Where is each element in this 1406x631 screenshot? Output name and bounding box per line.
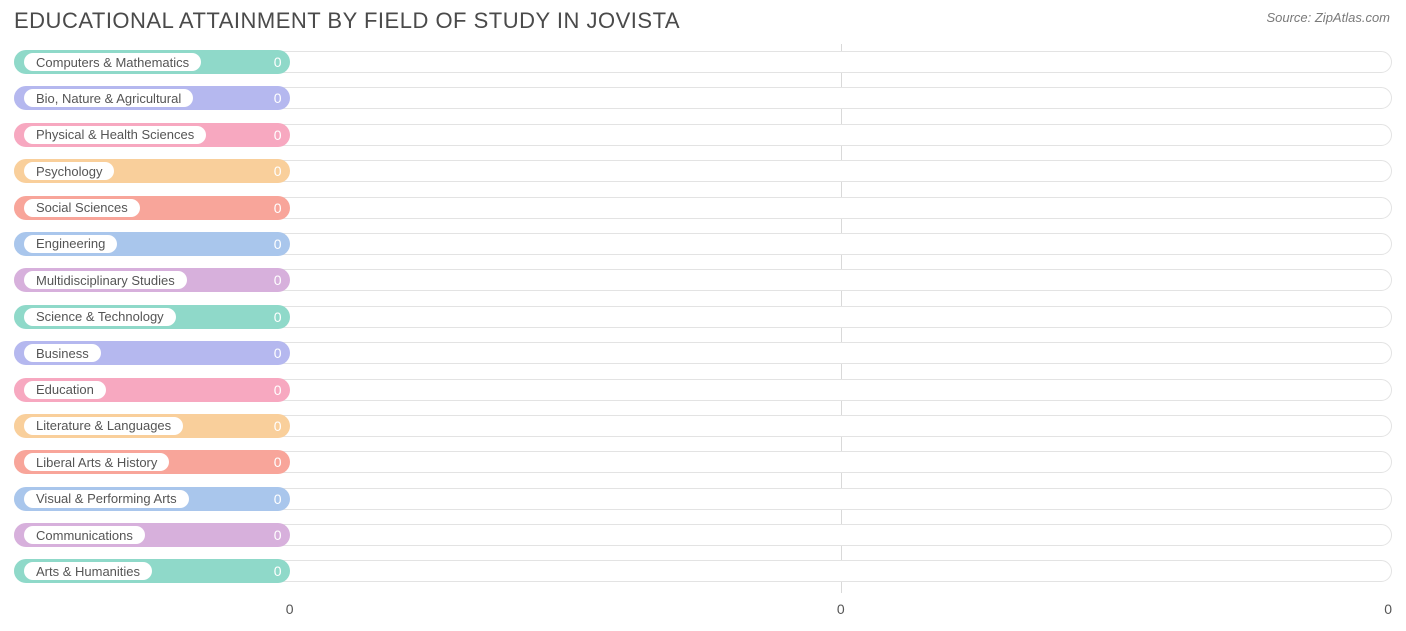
bar-value: 0 <box>274 196 282 220</box>
bar-value: 0 <box>274 50 282 74</box>
bar: Visual & Performing Arts 0 <box>14 487 290 511</box>
bar-label: Visual & Performing Arts <box>24 490 189 508</box>
bar-row: Bio, Nature & Agricultural 0 <box>14 80 1392 114</box>
chart-container: EDUCATIONAL ATTAINMENT BY FIELD OF STUDY… <box>0 0 1406 631</box>
bar-value: 0 <box>274 559 282 583</box>
bar-row: Multidisciplinary Studies 0 <box>14 262 1392 296</box>
bar: Multidisciplinary Studies 0 <box>14 268 290 292</box>
bar: Social Sciences 0 <box>14 196 290 220</box>
bar-label: Multidisciplinary Studies <box>24 271 187 289</box>
x-tick: 0 <box>1384 601 1392 617</box>
bar-label: Science & Technology <box>24 308 176 326</box>
bar-value: 0 <box>274 450 282 474</box>
bar-value: 0 <box>274 414 282 438</box>
bar-row: Science & Technology 0 <box>14 299 1392 333</box>
bar-label: Bio, Nature & Agricultural <box>24 89 193 107</box>
bar-row: Social Sciences 0 <box>14 190 1392 224</box>
bar-value: 0 <box>274 487 282 511</box>
bar-value: 0 <box>274 232 282 256</box>
bar: Psychology 0 <box>14 159 290 183</box>
bar-label: Literature & Languages <box>24 417 183 435</box>
bar-value: 0 <box>274 341 282 365</box>
bar-label: Psychology <box>24 162 114 180</box>
chart-source: Source: ZipAtlas.com <box>1266 10 1390 25</box>
bar-label: Engineering <box>24 235 117 253</box>
bar-row: Arts & Humanities 0 <box>14 553 1392 587</box>
bar: Bio, Nature & Agricultural 0 <box>14 86 290 110</box>
bar-value: 0 <box>274 159 282 183</box>
bar: Engineering 0 <box>14 232 290 256</box>
bar-row: Visual & Performing Arts 0 <box>14 481 1392 515</box>
bar-label: Physical & Health Sciences <box>24 126 206 144</box>
bar: Communications 0 <box>14 523 290 547</box>
x-axis: 0 0 0 <box>14 601 1392 621</box>
plot-area: Computers & Mathematics0Bio, Nature & Ag… <box>14 44 1392 593</box>
bar-value: 0 <box>274 86 282 110</box>
bar-row: Engineering 0 <box>14 226 1392 260</box>
bar-value: 0 <box>274 523 282 547</box>
bar-label: Communications <box>24 526 145 544</box>
bar: Arts & Humanities 0 <box>14 559 290 583</box>
bar: Computers & Mathematics 0 <box>14 50 290 74</box>
bar-row: Education 0 <box>14 372 1392 406</box>
bar-label: Arts & Humanities <box>24 562 152 580</box>
x-tick: 0 <box>837 601 845 617</box>
bar-label: Computers & Mathematics <box>24 53 201 71</box>
bar-value: 0 <box>274 378 282 402</box>
bar-label: Business <box>24 344 101 362</box>
bar: Business 0 <box>14 341 290 365</box>
bar: Literature & Languages 0 <box>14 414 290 438</box>
bar-row: Psychology 0 <box>14 153 1392 187</box>
bar-row: Computers & Mathematics 0 <box>14 44 1392 78</box>
bar-row: Business 0 <box>14 335 1392 369</box>
bar-row: Physical & Health Sciences 0 <box>14 117 1392 151</box>
bar-label: Social Sciences <box>24 199 140 217</box>
bar: Education 0 <box>14 378 290 402</box>
bar-row: Liberal Arts & History 0 <box>14 444 1392 478</box>
bar-value: 0 <box>274 268 282 292</box>
bar-value: 0 <box>274 123 282 147</box>
chart-title: EDUCATIONAL ATTAINMENT BY FIELD OF STUDY… <box>14 8 680 34</box>
x-tick: 0 <box>286 601 294 617</box>
bar-label: Liberal Arts & History <box>24 453 169 471</box>
bar-label: Education <box>24 381 106 399</box>
bar-row: Communications 0 <box>14 517 1392 551</box>
bar: Science & Technology 0 <box>14 305 290 329</box>
bar: Physical & Health Sciences 0 <box>14 123 290 147</box>
bar: Liberal Arts & History 0 <box>14 450 290 474</box>
bar-row: Literature & Languages 0 <box>14 408 1392 442</box>
bar-value: 0 <box>274 305 282 329</box>
